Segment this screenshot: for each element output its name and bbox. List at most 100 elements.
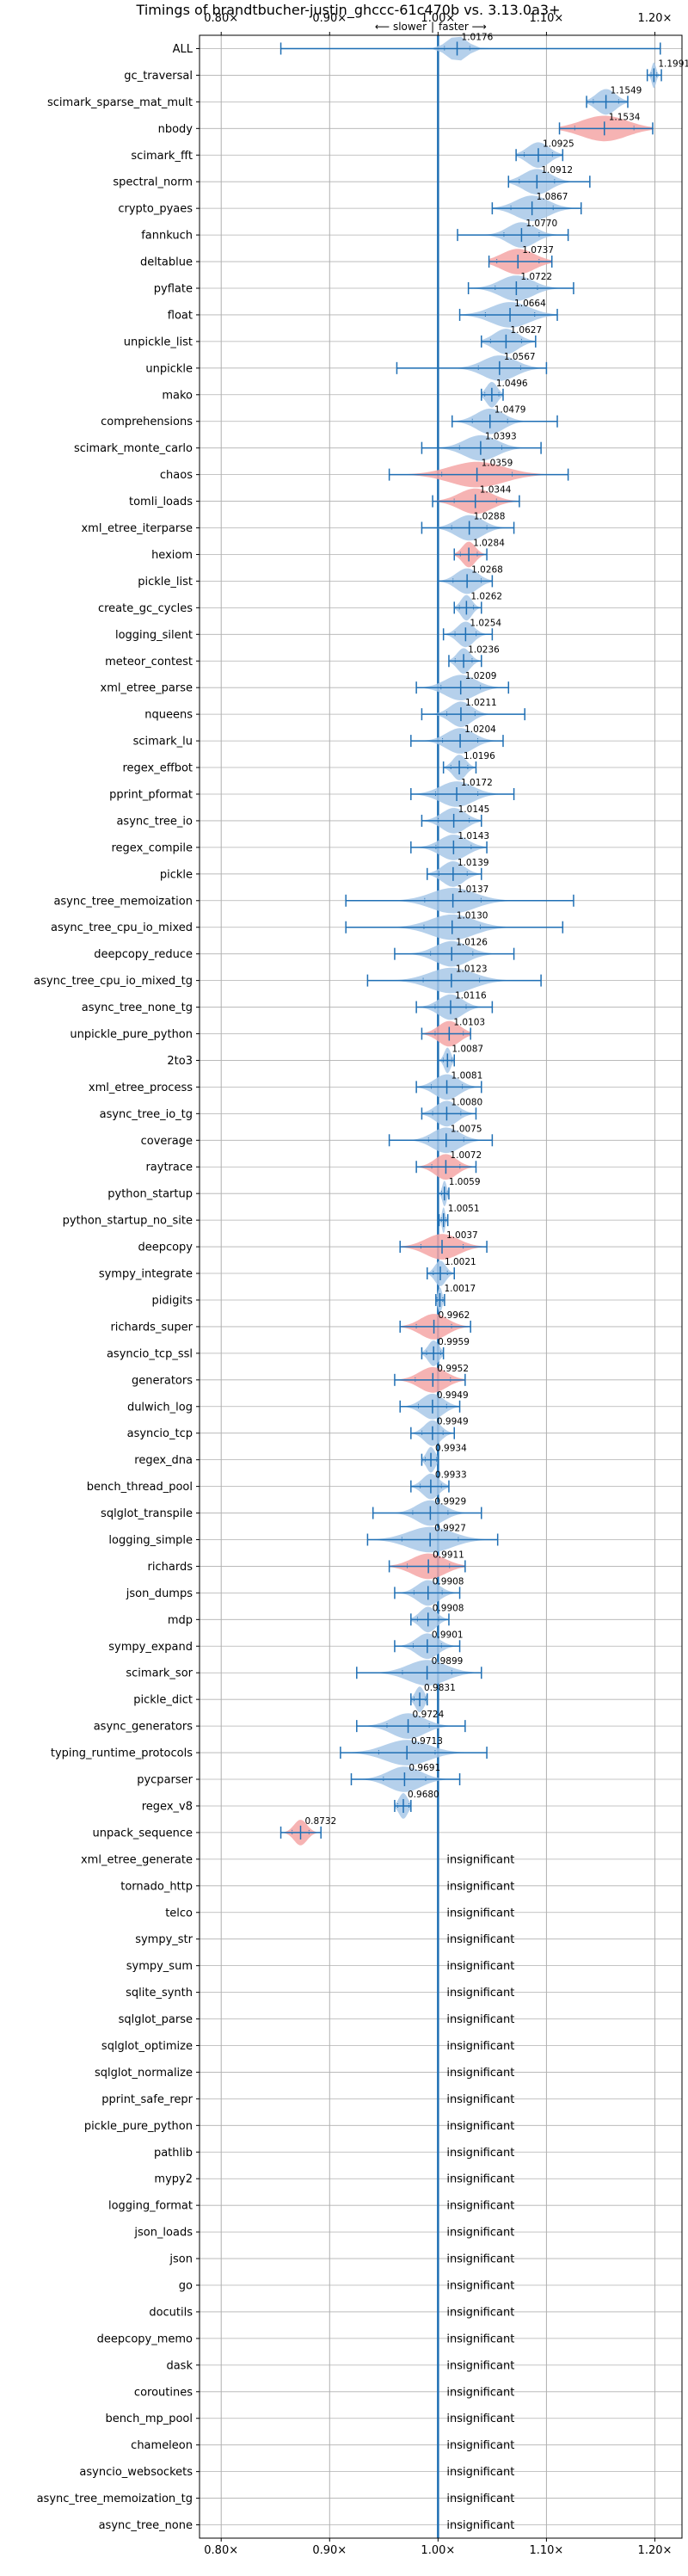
mean-value-label: 0.9962 xyxy=(439,1310,470,1321)
mean-value-label: 1.0254 xyxy=(470,618,501,628)
benchmark-label: python_startup_no_site xyxy=(63,1215,193,1228)
benchmark-label: logging_silent xyxy=(115,629,193,642)
benchmark-label: sqlglot_normalize xyxy=(95,2067,193,2080)
benchmark-label: async_tree_none xyxy=(99,2519,193,2532)
mean-value-label: 0.9933 xyxy=(435,1470,467,1481)
benchmark-label: asyncio_tcp_ssl xyxy=(107,1347,193,1360)
benchmark-label: bench_thread_pool xyxy=(87,1481,193,1494)
x-tick-label-top: 0.90× xyxy=(312,12,347,25)
violin-layer xyxy=(280,35,662,2538)
mean-value-label: 1.0284 xyxy=(473,538,505,548)
benchmark-label: async_tree_io_tg xyxy=(100,1108,193,1121)
insignificant-label: insignificant xyxy=(446,2093,514,2106)
benchmark-label: scimark_lu xyxy=(133,736,193,749)
mean-value-label: 1.1991 xyxy=(658,59,688,69)
insignificant-label: insignificant xyxy=(446,2466,514,2479)
benchmark-label: deepcopy_reduce xyxy=(94,948,193,961)
insignificant-label: insignificant xyxy=(446,2306,514,2319)
benchmark-label: asyncio_tcp xyxy=(127,1427,193,1440)
benchmark-label: asyncio_websockets xyxy=(79,2466,193,2479)
mean-value-label: 0.9952 xyxy=(437,1364,469,1374)
benchmark-label: json_dumps xyxy=(126,1587,193,1600)
slower-direction-label: ⟵ slower xyxy=(375,21,427,33)
insignificant-label: insignificant xyxy=(446,2067,514,2080)
mean-value-label: 0.9691 xyxy=(408,1763,440,1773)
benchmark-label: pidigits xyxy=(152,1294,194,1307)
benchmark-label: pickle_pure_python xyxy=(84,2120,193,2133)
mean-value-label: 1.0236 xyxy=(468,644,500,655)
mean-value-label: 1.0288 xyxy=(474,512,506,522)
benchmark-label: xml_etree_parse xyxy=(101,682,193,695)
mean-value-label: 1.0867 xyxy=(537,192,568,202)
benchmark-label: nqueens xyxy=(144,709,193,722)
mean-value-label: 0.9934 xyxy=(435,1444,467,1454)
benchmark-label: coroutines xyxy=(134,2386,193,2399)
benchmark-label: unpickle_pure_python xyxy=(70,1028,193,1041)
benchmark-label: regex_effbot xyxy=(122,762,193,775)
benchmark-label: telco xyxy=(165,1907,193,1920)
mean-value-label: 0.9901 xyxy=(432,1630,464,1640)
mean-value-label: 0.9899 xyxy=(432,1656,464,1667)
benchmark-label: unpack_sequence xyxy=(92,1827,193,1840)
mean-value-label: 1.0059 xyxy=(449,1177,481,1187)
mean-value-label: 1.0075 xyxy=(451,1124,482,1134)
direction-separator: | xyxy=(431,21,434,33)
benchmark-label: generators xyxy=(132,1374,193,1387)
benchmark-label: gc_traversal xyxy=(124,70,193,83)
benchmark-label: pyflate xyxy=(154,282,193,295)
benchmark-label: regex_v8 xyxy=(142,1800,193,1813)
x-tick-label-bottom: 1.00× xyxy=(421,2544,455,2557)
mean-value-label: 0.9949 xyxy=(437,1390,469,1401)
insignificant-label: insignificant xyxy=(446,1933,514,1946)
benchmark-label: dulwich_log xyxy=(127,1401,193,1414)
benchmark-label: pprint_safe_repr xyxy=(101,2093,193,2106)
insignificant-label: insignificant xyxy=(446,2333,514,2345)
mean-value-label: 1.0925 xyxy=(543,139,574,149)
mean-value-label: 1.0087 xyxy=(452,1044,483,1054)
benchmark-label: sqlite_synth xyxy=(126,1987,193,2000)
mean-value-label: 0.9831 xyxy=(424,1683,456,1693)
benchmark-label: scimark_fft xyxy=(131,150,193,163)
mean-value-label: 1.0770 xyxy=(525,219,557,229)
benchmark-label: xml_etree_iterparse xyxy=(81,522,193,535)
benchmark-label: logging_simple xyxy=(108,1534,193,1547)
mean-value-label: 1.0359 xyxy=(482,459,513,469)
benchmark-label: sympy_sum xyxy=(126,1960,193,1973)
mean-value-label: 1.0130 xyxy=(457,911,488,921)
mean-value-label: 1.0196 xyxy=(464,751,495,761)
mean-value-label: 1.0722 xyxy=(520,272,552,282)
benchmark-label: comprehensions xyxy=(101,416,193,428)
mean-value-label: 1.0209 xyxy=(465,671,497,681)
mean-value-label: 1.0103 xyxy=(453,1018,485,1028)
mean-value-label: 0.8732 xyxy=(304,1816,336,1827)
benchmark-label: mdp xyxy=(168,1614,193,1627)
insignificant-label: insignificant xyxy=(446,2040,514,2053)
mean-value-label: 1.0567 xyxy=(504,352,536,362)
mean-value-label: 1.0116 xyxy=(455,991,487,1001)
x-tick-label-top: 1.00× xyxy=(421,12,455,25)
insignificant-label: insignificant xyxy=(446,1880,514,1893)
benchmark-label: regex_compile xyxy=(111,841,193,854)
benchmark-label: coverage xyxy=(141,1135,193,1148)
mean-value-label: 0.9929 xyxy=(434,1497,466,1507)
mean-value-label: 0.9908 xyxy=(433,1576,464,1587)
x-tick-label-bottom: 1.10× xyxy=(529,2544,563,2557)
insignificant-label: insignificant xyxy=(446,1960,514,1973)
mean-value-label: 0.9713 xyxy=(411,1736,443,1747)
mean-value-label: 1.0496 xyxy=(496,379,528,389)
benchmark-label: python_startup xyxy=(108,1188,193,1201)
mean-value-label: 1.0262 xyxy=(470,591,502,601)
mean-value-label: 1.0017 xyxy=(444,1284,476,1294)
benchmark-label: tornado_http xyxy=(120,1880,193,1893)
benchmark-label: scimark_sparse_mat_mult xyxy=(47,96,193,109)
insignificant-label: insignificant xyxy=(446,2253,514,2266)
benchmark-label: async_generators xyxy=(94,1721,194,1734)
insignificant-label: insignificant xyxy=(446,2227,514,2240)
insignificant-label: insignificant xyxy=(446,1987,514,2000)
mean-value-label: 1.0344 xyxy=(480,485,512,496)
benchmark-label: json xyxy=(169,2253,193,2266)
benchmark-label: unpickle xyxy=(145,362,193,375)
insignificant-label: insignificant xyxy=(446,2386,514,2399)
benchmark-label: async_tree_memoization xyxy=(53,895,193,908)
